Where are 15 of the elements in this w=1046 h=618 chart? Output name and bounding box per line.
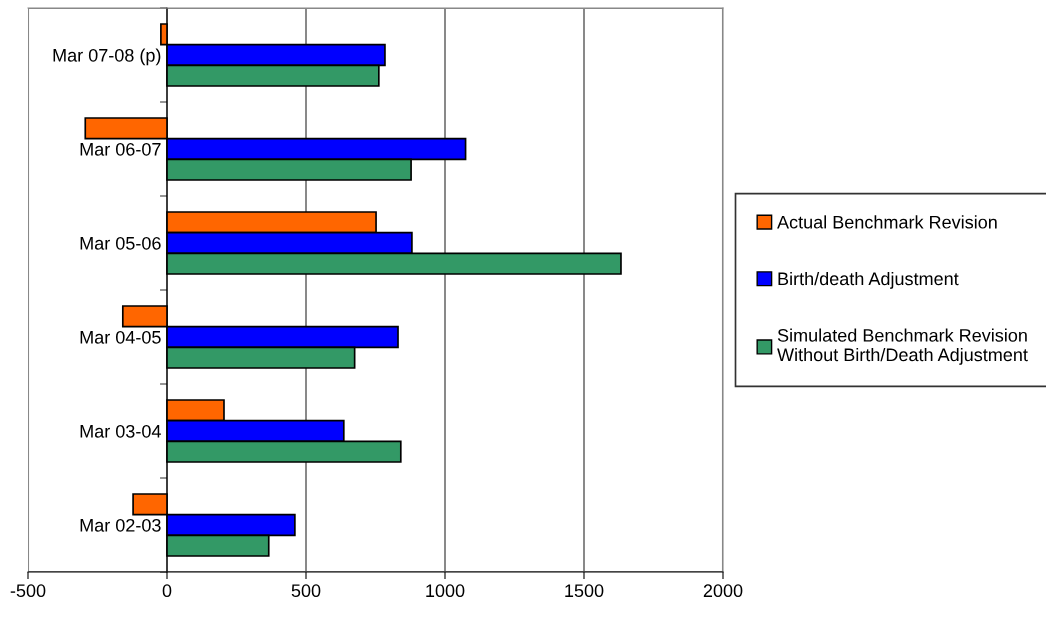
x-tick-label: -500 <box>10 584 46 598</box>
y-tick-label: Mar 07-08 (p) <box>53 48 161 66</box>
x-tick-label: 500 <box>291 584 321 598</box>
y-tick-label: Mar 02-03 <box>80 518 161 532</box>
legend-label: Actual Benchmark Revision <box>777 215 997 229</box>
y-tick-label: Mar 04-05 <box>80 330 161 344</box>
x-tick-label: 1000 <box>426 584 465 598</box>
legend-label: Birth/death Adjustment <box>778 271 959 289</box>
x-tick-label: 0 <box>162 584 172 598</box>
y-tick-label: Mar 06-07 <box>80 142 161 156</box>
x-tick-label: 1500 <box>565 584 604 598</box>
y-tick-label: Mar 03-04 <box>80 424 161 438</box>
x-tick-label: 2000 <box>703 584 743 598</box>
y-tick-label: Mar 05-06 <box>80 236 161 250</box>
legend-label: Simulated Benchmark Revision Without Birth/Death Adjustment <box>777 328 1028 365</box>
